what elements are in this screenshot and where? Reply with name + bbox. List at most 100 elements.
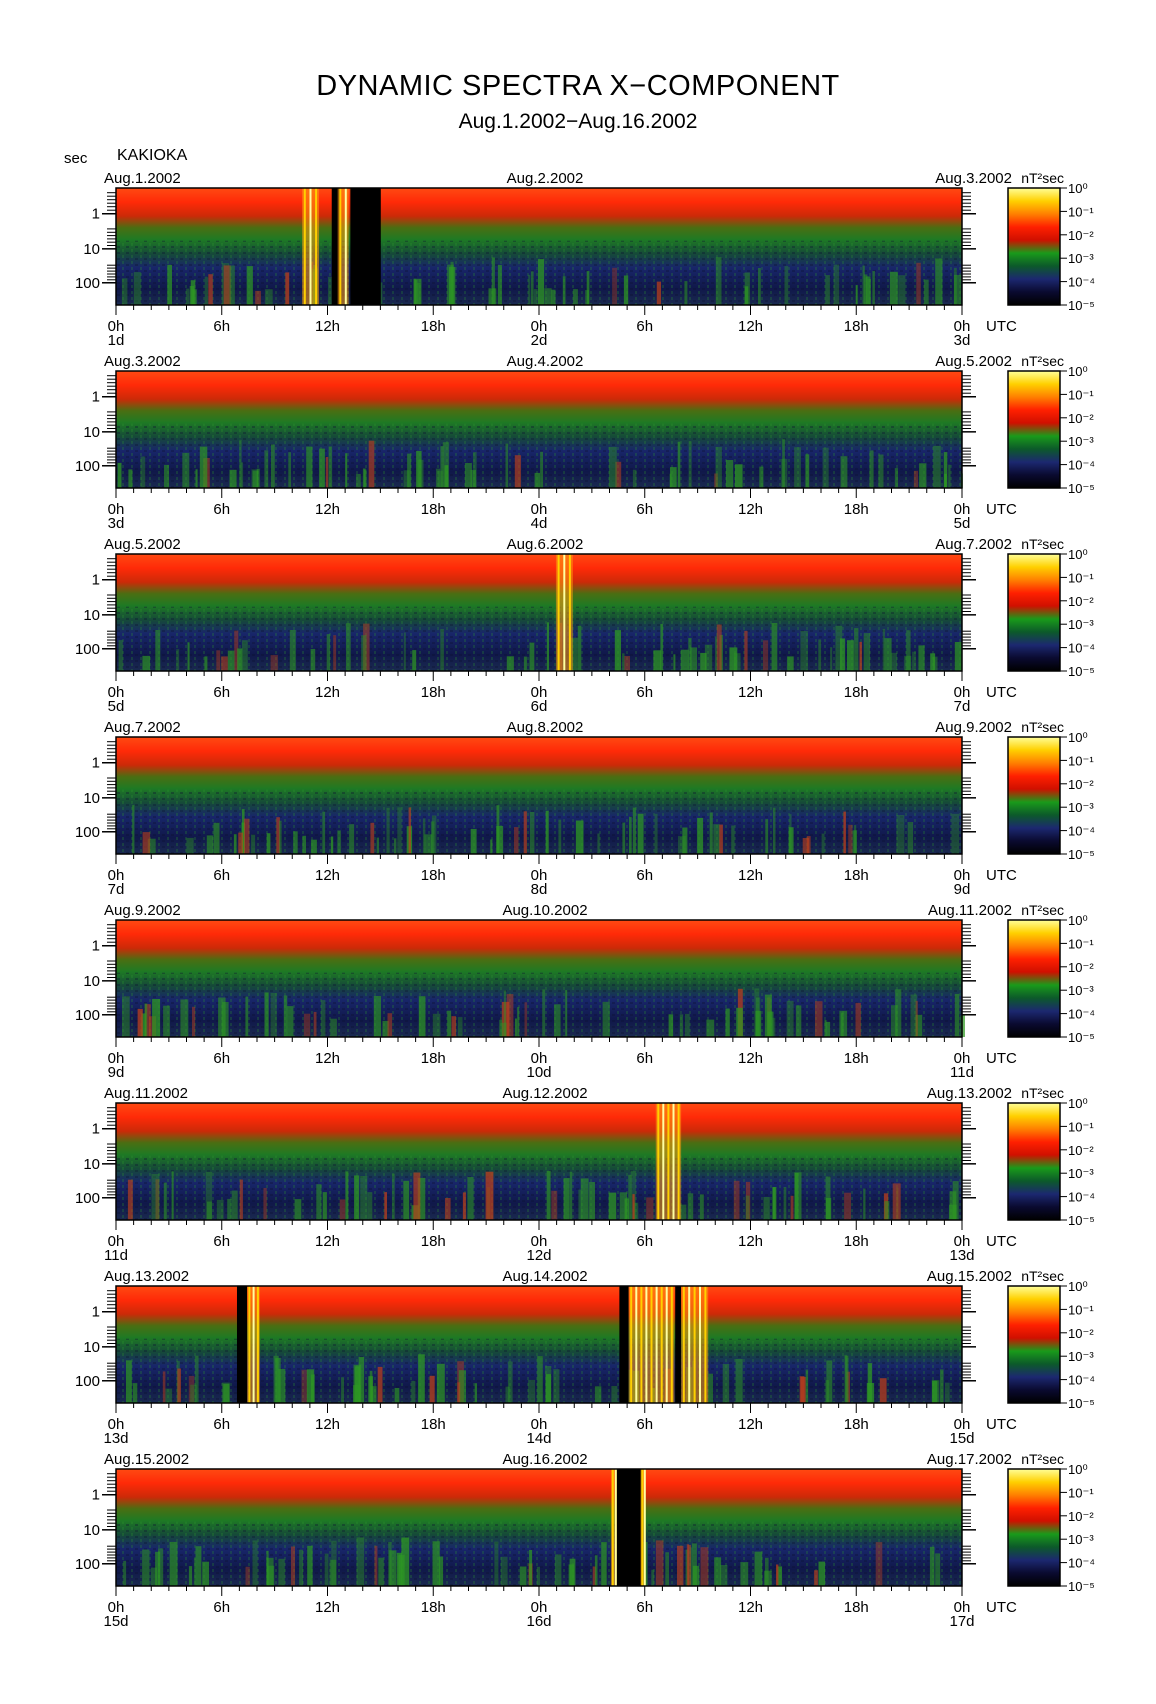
spectral-activity <box>169 1541 178 1586</box>
spectral-activity <box>679 1014 683 1037</box>
colorbar-tick-label: 10⁻¹ <box>1068 387 1094 402</box>
burst-streak <box>611 1469 614 1586</box>
spectral-activity <box>233 834 237 854</box>
spectral-activity <box>319 448 325 488</box>
spectral-activity <box>195 1546 202 1586</box>
colorbar-tick-label: 10⁻¹ <box>1068 753 1094 768</box>
spectral-activity <box>875 1542 883 1586</box>
spectrogram-texture <box>116 972 962 1037</box>
spectral-activity <box>884 638 892 671</box>
colorbar-tick-label: 10⁰ <box>1068 1462 1088 1477</box>
spectral-activity <box>251 834 256 854</box>
spectral-activity <box>392 1173 395 1220</box>
day-label: 15d <box>103 1613 128 1630</box>
y-tick-label: 10 <box>83 973 100 990</box>
day-label: 5d <box>954 515 971 532</box>
burst-streak <box>344 188 347 305</box>
colorbar-tick-label: 10⁻⁴ <box>1068 1556 1095 1571</box>
x-axis-unit: UTC <box>986 501 1017 518</box>
colorbar-tick-label: 10⁰ <box>1068 1279 1088 1294</box>
y-tick-label: 1 <box>92 1304 100 1321</box>
x-tick-label: 0h <box>108 1599 125 1616</box>
x-tick-label: 12h <box>738 1416 763 1433</box>
spectral-activity <box>786 1000 794 1037</box>
spectral-activity <box>213 822 220 854</box>
colorbar-tick-label: 10⁻⁵ <box>1068 1213 1095 1228</box>
burst-streak <box>303 188 306 305</box>
spectral-activity <box>799 1376 805 1403</box>
spectral-activity <box>182 452 190 488</box>
x-tick-label: 12h <box>315 684 340 701</box>
spectral-activity <box>682 827 688 854</box>
x-tick-label: 0h <box>531 684 548 701</box>
x-tick-label: 6h <box>213 684 230 701</box>
panel-date-mid: Aug.10.2002 <box>502 902 587 919</box>
spectral-activity <box>162 1371 166 1403</box>
spectral-activity <box>142 832 151 854</box>
spectral-activity <box>700 652 707 671</box>
spectral-activity <box>787 656 794 671</box>
spectral-activity <box>439 1556 444 1586</box>
spectral-activity <box>180 999 189 1037</box>
spectral-activity <box>782 439 785 488</box>
spectral-activity <box>417 459 424 488</box>
spectral-activity <box>686 1544 690 1586</box>
x-axis-unit: UTC <box>986 1050 1017 1067</box>
spectral-activity <box>776 1564 779 1586</box>
spectral-activity <box>252 470 259 488</box>
spectral-activity <box>241 640 248 671</box>
spectral-activity <box>578 1189 582 1220</box>
day-label: 4d <box>531 515 548 532</box>
spectral-activity <box>505 443 509 488</box>
spectral-activity <box>337 830 341 854</box>
spectral-activity <box>628 1174 632 1220</box>
spectral-activity <box>450 261 454 305</box>
spectral-activity <box>735 464 743 488</box>
spectral-activity <box>764 1570 772 1586</box>
colorbar: nT²sec 10⁰ 10⁻¹ 10⁻² 10⁻³ 10⁻⁴ 10⁻⁵ <box>1007 353 1095 496</box>
x-tick-label: 0h <box>531 1416 548 1433</box>
spectral-activity <box>307 1545 313 1586</box>
spectral-activity <box>333 635 337 671</box>
spectral-activity <box>654 813 658 854</box>
x-tick-label: 0h <box>531 867 548 884</box>
spectral-activity <box>744 630 748 671</box>
day-label: 6d <box>531 698 548 715</box>
spectral-activity <box>316 1184 322 1220</box>
spectral-activity <box>396 1552 402 1586</box>
y-tick-label: 1 <box>92 1121 100 1138</box>
burst-streak <box>688 1286 691 1403</box>
spectral-activity <box>896 815 905 854</box>
x-tick-label: 12h <box>738 1599 763 1616</box>
spectral-activity <box>822 447 829 488</box>
spectral-activity <box>276 817 280 854</box>
spectral-activity <box>545 1366 552 1403</box>
colorbar-unit: nT²sec <box>1021 536 1064 552</box>
y-tick-label: 10 <box>83 790 100 807</box>
spectral-activity <box>763 1197 770 1220</box>
y-tick-label: 100 <box>75 1007 100 1024</box>
spectral-activity <box>933 656 938 671</box>
x-tick-label: 12h <box>738 318 763 335</box>
spectral-activity <box>394 1388 400 1403</box>
y-tick-label: 1 <box>92 572 100 589</box>
spectral-activity <box>451 1016 456 1037</box>
y-axis-unit: sec <box>64 150 88 167</box>
spectral-activity <box>907 822 914 854</box>
spectral-activity <box>291 1546 295 1586</box>
spectral-activity <box>345 1171 349 1220</box>
spectral-activity <box>575 820 584 854</box>
spectral-activity <box>176 649 180 671</box>
colorbar-unit: nT²sec <box>1021 1085 1064 1101</box>
spectral-activity <box>890 652 897 671</box>
spectral-activity <box>158 1548 164 1586</box>
spectral-activity <box>339 1199 346 1220</box>
spectral-activity <box>929 1546 935 1586</box>
burst-streak <box>635 1286 638 1403</box>
spectral-activity <box>497 265 502 305</box>
spectral-activity <box>163 1005 170 1037</box>
burst-streak <box>630 1286 633 1403</box>
spectral-activity <box>788 827 794 854</box>
colorbar-scale <box>1007 919 1061 1038</box>
panel-date-mid: Aug.14.2002 <box>502 1268 587 1285</box>
